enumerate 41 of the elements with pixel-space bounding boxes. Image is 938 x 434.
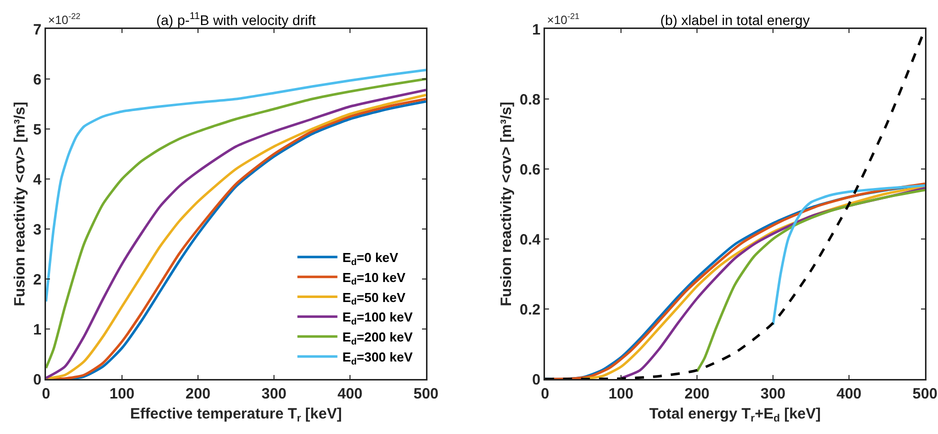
x-tick-label: 400 (337, 386, 363, 402)
x-tick-label: 200 (185, 386, 211, 402)
y-tick-label: 0.2 (520, 301, 540, 318)
legend-label: E$_{d}$=100 keV (342, 310, 413, 326)
x-tick-label: 300 (261, 386, 287, 402)
y-tick-label: 0.8 (520, 91, 540, 108)
x-tick-label: 100 (109, 386, 135, 402)
legend-label: E$_{d}$=300 keV (342, 350, 413, 366)
y-tick-label: 6 (33, 71, 42, 88)
line-series (696, 188, 925, 373)
x-axis-title: Effective temperature T$_{r}$ [keV] (130, 405, 342, 424)
y-tick-label: 1 (33, 321, 42, 338)
x-axis-title: Total energy T$_{r}$+E$_{d}$ [keV] (649, 405, 821, 424)
y-tick-label: 0.4 (520, 231, 542, 248)
y-tick-label: 7 (33, 21, 42, 38)
x-tick-label: 100 (608, 386, 634, 402)
y-tick-label: 0 (33, 371, 42, 388)
y-axis-title: Fusion reactivity <σv> [m³/s] (498, 102, 516, 306)
y-tick-label: 1 (532, 21, 540, 38)
y-axis-title: Fusion reactivity <σv> [m³/s] (12, 102, 29, 306)
y-tick-label: 0.6 (520, 161, 540, 178)
legend-label: E$_{d}$=0 keV (342, 250, 399, 267)
x-tick-label: 400 (836, 386, 862, 402)
y-tick-label: 0 (532, 371, 540, 388)
chart-title: (a) p-$^{11}$B with velocity drift (156, 11, 316, 28)
x-tick-label: 500 (413, 386, 439, 402)
text: ×10$^{-22}$ (48, 11, 81, 28)
legend-label: E$_{d}$=10 keV (342, 270, 406, 287)
x-tick-label: 300 (760, 386, 786, 402)
chart-title: (b) xlabel in total energy (660, 12, 810, 28)
line-series (46, 68, 426, 303)
legend-label: E$_{d}$=50 keV (342, 290, 406, 307)
x-tick-label: 500 (912, 386, 938, 402)
y-tick-label: 5 (33, 121, 42, 138)
text: ×10$^{-21}$ (547, 11, 580, 28)
line-series (772, 184, 925, 326)
legend-label: E$_{d}$=200 keV (342, 330, 413, 346)
y-tick-label: 3 (33, 221, 42, 238)
y-tick-label: 2 (33, 271, 42, 288)
y-tick-label: 4 (33, 171, 42, 188)
x-tick-label: 200 (684, 386, 710, 402)
